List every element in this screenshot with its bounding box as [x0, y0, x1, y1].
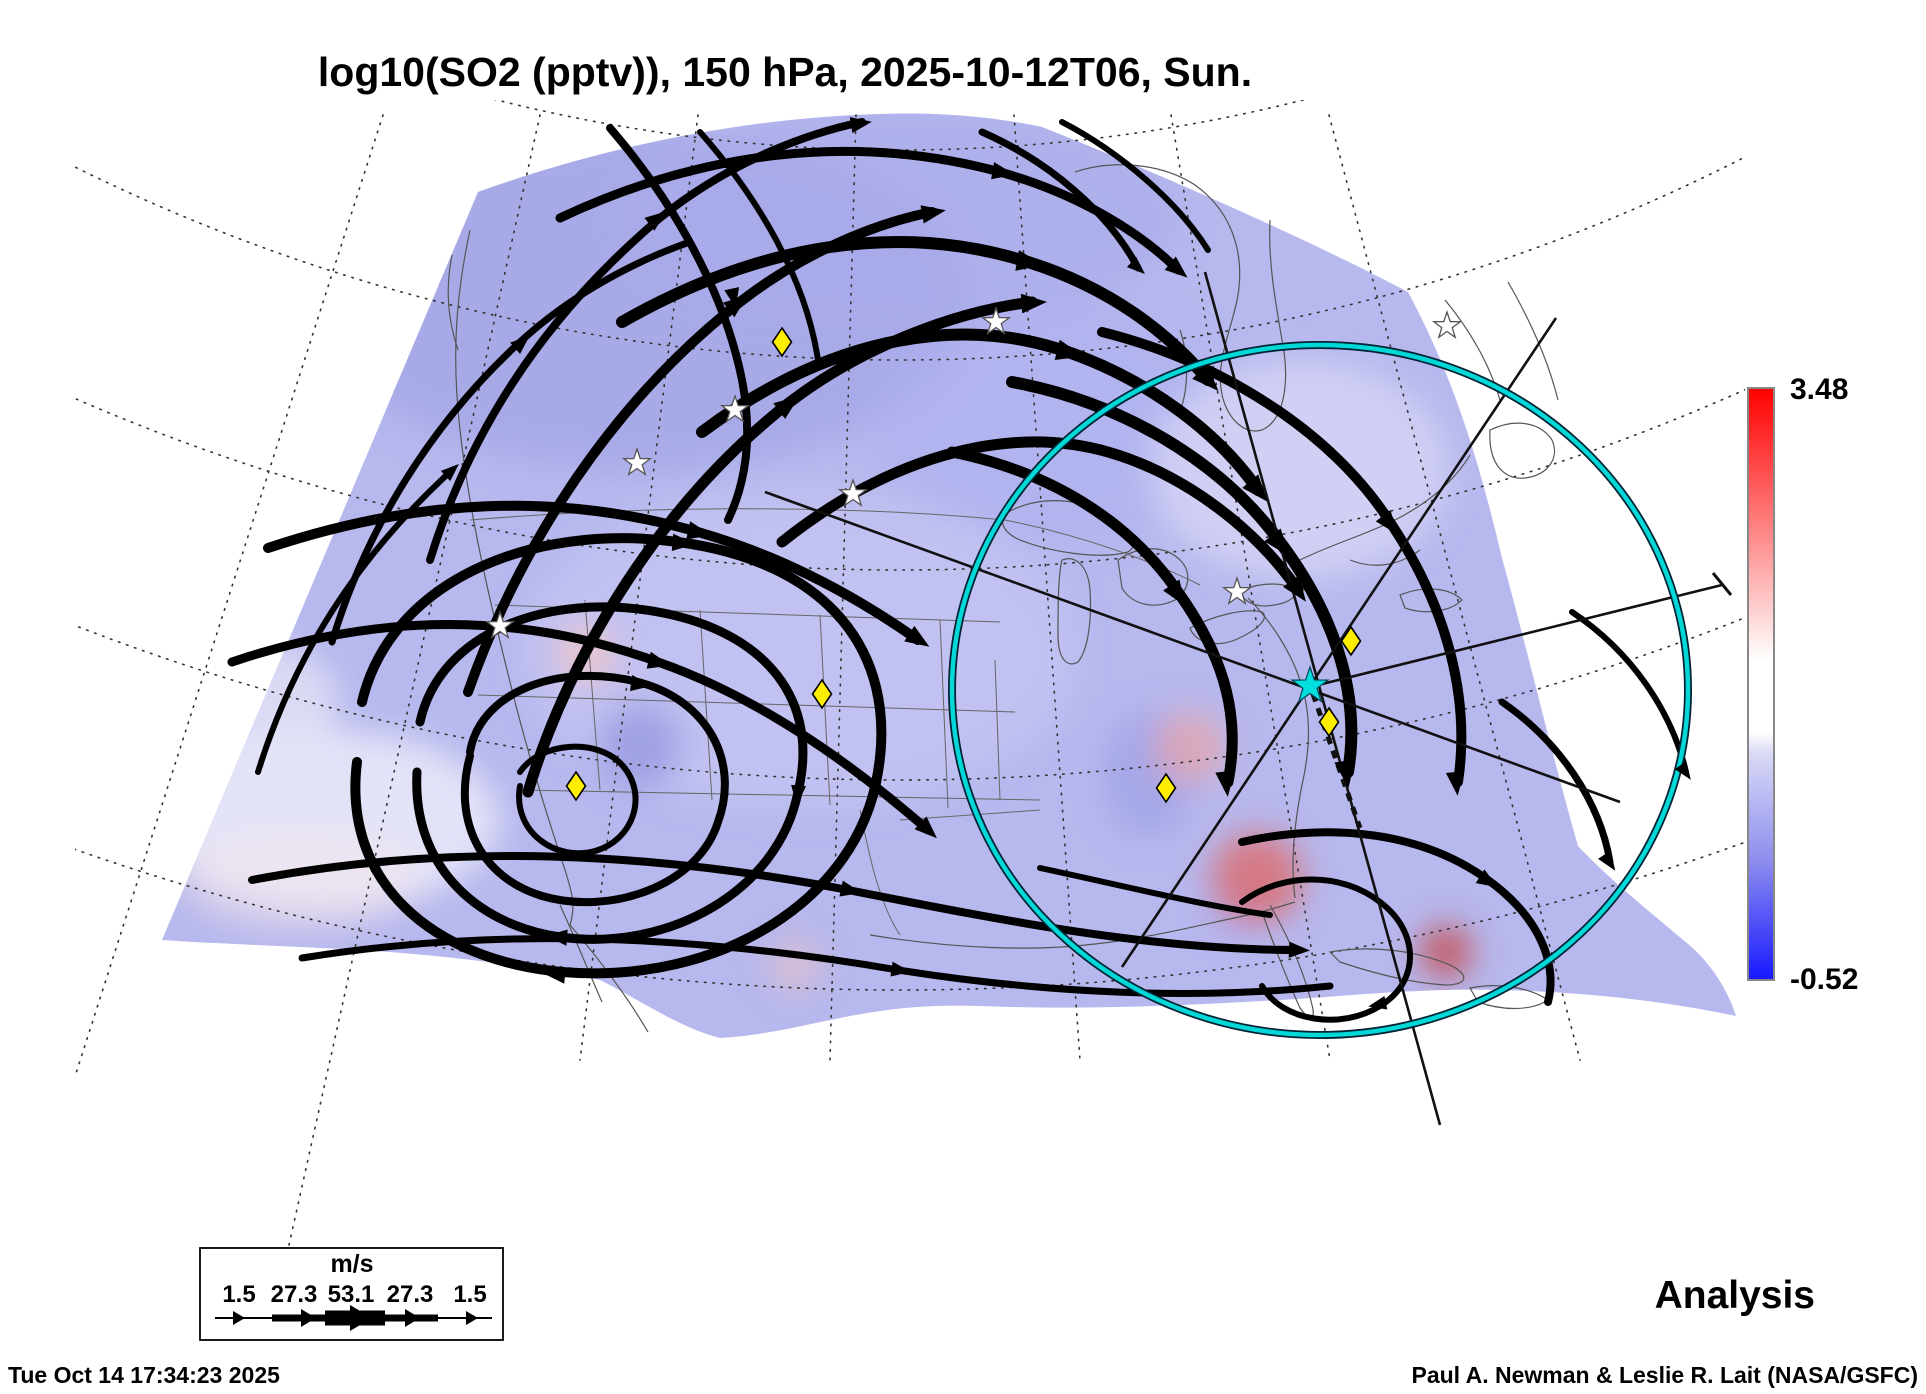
streamline-arrowhead-icon: [920, 205, 946, 224]
waypoint-diamond-icon: [1155, 772, 1177, 804]
track-center-star-icon: [1290, 665, 1330, 703]
legend-value-4: 1.5: [453, 1281, 486, 1308]
streamline-arrowhead-icon: [724, 287, 740, 308]
city-star-icon: [484, 609, 516, 639]
legend-value-3: 27.3: [387, 1281, 434, 1308]
streamline-arrowhead-icon: [791, 784, 807, 805]
streamline-arrowhead-icon: [1015, 250, 1044, 271]
streamline-arrowhead-icon: [686, 521, 712, 540]
streamline-arrowhead-icon: [914, 816, 937, 839]
streamline-arrowhead-icon: [644, 211, 667, 231]
streamline-arrowhead-icon: [1674, 761, 1691, 780]
streamline-arrowhead-icon: [1164, 256, 1188, 278]
city-star-icon: [1431, 309, 1463, 339]
track-line: [1120, 317, 1558, 968]
track-line: [1203, 271, 1442, 1126]
streamline-arrowhead-icon: [1242, 474, 1268, 502]
plot-title: log10(SO2 (pptv)), 150 hPa, 2025-10-12T0…: [318, 49, 1252, 95]
credit-line: Paul A. Newman & Leslie R. Lait (NASA/GS…: [1411, 1362, 1918, 1388]
track-line: [1711, 572, 1733, 596]
streamline-arrowhead-icon: [1020, 293, 1047, 314]
analysis-label: Analysis: [1655, 1274, 1815, 1317]
streamline-arrowhead-icon: [1598, 850, 1616, 871]
streamline-arrowhead-icon: [440, 463, 459, 482]
streamline-arrowhead-icon: [510, 335, 530, 354]
colorbar: 3.48 -0.52: [1747, 373, 1858, 996]
waypoint-diamond-icon: [565, 770, 587, 802]
waypoint-diamond-icon: [771, 326, 793, 358]
streamline-arrowhead-icon: [1126, 256, 1145, 275]
colorbar-gradient: [1747, 387, 1775, 981]
streamline-arrowhead-icon: [773, 395, 800, 419]
legend-streamline-sample: [215, 1305, 492, 1331]
streamline-arrowhead-icon: [629, 674, 652, 692]
streamline-arrowhead-icon: [1283, 575, 1306, 602]
track-line: [764, 490, 1621, 804]
streamline-arrowhead-icon: [1475, 869, 1498, 888]
wind-speed-legend: m/s 1.5 27.3 53.1 27.3 1.5: [199, 1247, 504, 1341]
streamline-arrowhead-icon: [544, 967, 566, 984]
range-ring: [949, 342, 1691, 1038]
streamline-arrowhead-icon: [1192, 364, 1219, 391]
graticule: [75, 100, 1745, 1246]
colorbar-max-label: 3.48: [1790, 373, 1848, 406]
streamline-arrowhead-icon: [1054, 339, 1084, 360]
city-star-icon: [837, 477, 869, 507]
streamline-arrowhead-icon: [1445, 771, 1465, 796]
streamline-arrowhead-icon: [646, 651, 671, 669]
legend-units-label: m/s: [330, 1250, 373, 1278]
marker-overlays: [440, 117, 1733, 1126]
track-line: [1309, 583, 1723, 689]
streamline-arrowhead-icon: [1375, 509, 1398, 535]
city-star-icon: [719, 393, 751, 423]
legend-value-2: 53.1: [328, 1281, 375, 1308]
coastlines: [447, 164, 1559, 1033]
streamline-arrowhead-icon: [671, 533, 695, 552]
streamline-arrowhead-icon: [890, 961, 911, 977]
city-star-icon: [1221, 575, 1253, 605]
streamline-arrowhead-icon: [1163, 579, 1186, 607]
streamline-arrowhead-icon: [904, 625, 930, 647]
legend-value-1: 27.3: [271, 1281, 318, 1308]
creation-timestamp: Tue Oct 14 17:34:23 2025: [8, 1362, 280, 1388]
waypoint-diamond-icon: [1340, 625, 1362, 657]
colorbar-min-label: -0.52: [1790, 963, 1858, 996]
streamline-arrowhead-icon: [1215, 770, 1235, 797]
waypoint-diamond-icon: [811, 678, 833, 710]
streamline-arrowhead-icon: [1264, 528, 1290, 557]
streamline-arrowhead-icon: [546, 929, 568, 946]
streamline-arrowhead-icon: [849, 117, 872, 134]
city-star-icon: [980, 305, 1012, 335]
city-star-icon: [621, 446, 653, 476]
waypoint-diamond-icon: [1318, 706, 1340, 738]
streamline-arrowhead-icon: [1368, 995, 1388, 1010]
streamline-arrowhead-icon: [991, 162, 1015, 180]
streamline-arrowhead-icon: [1288, 941, 1310, 958]
streamline-arrowhead-icon: [1334, 759, 1356, 788]
streamline-arrowhead-icon: [839, 880, 862, 897]
legend-value-0: 1.5: [222, 1281, 255, 1308]
